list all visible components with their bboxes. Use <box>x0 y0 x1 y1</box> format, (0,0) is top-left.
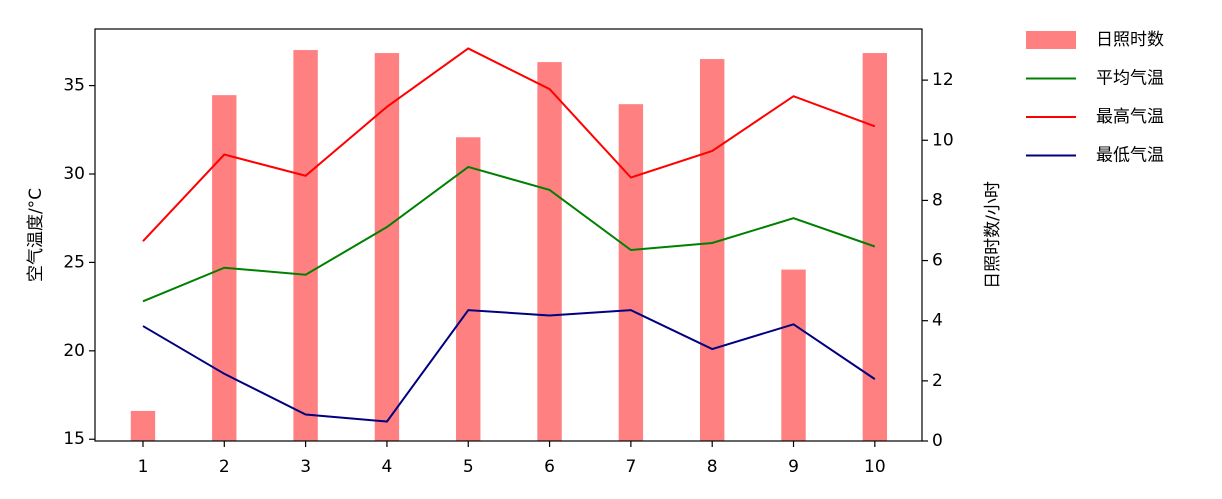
bar <box>374 53 400 441</box>
legend-label: 日照时数 <box>1096 30 1164 50</box>
y-tick-label: 20 <box>63 341 85 361</box>
y2-tick-label: 10 <box>932 130 954 150</box>
y-tick-label: 30 <box>63 164 85 184</box>
line-series <box>142 47 876 242</box>
y2-tick-label: 12 <box>932 70 954 90</box>
y2-tick-label: 8 <box>932 190 943 210</box>
x-tick-label: 2 <box>219 457 230 477</box>
bar <box>537 62 562 441</box>
bar <box>618 104 644 441</box>
bar <box>293 50 318 442</box>
bar <box>456 137 481 442</box>
y-axis-label: 空气温度/°C <box>26 188 46 282</box>
x-tick-label: 10 <box>864 457 886 477</box>
line-series <box>142 309 876 423</box>
y2-tick-label: 2 <box>932 371 943 391</box>
y2-tick-label: 6 <box>932 251 943 271</box>
x-tick-label: 7 <box>625 457 636 477</box>
y-tick-label: 35 <box>63 76 85 96</box>
y2-axis-label: 日照时数/小时 <box>983 181 1003 289</box>
legend-label: 最低气温 <box>1096 146 1164 166</box>
y2-tick-label: 0 <box>932 431 943 451</box>
x-tick-label: 8 <box>707 457 718 477</box>
plot-frame <box>94 28 923 442</box>
x-tick-label: 4 <box>382 457 393 477</box>
y-tick-label: 15 <box>63 429 85 449</box>
x-tick-label: 3 <box>300 457 311 477</box>
x-tick-label: 6 <box>544 457 555 477</box>
x-tick-label: 9 <box>788 457 799 477</box>
y-tick-label: 25 <box>63 252 85 272</box>
y2-tick-label: 4 <box>932 311 943 331</box>
bar <box>700 59 725 441</box>
legend-swatch <box>1026 31 1076 49</box>
line-series <box>142 165 876 303</box>
bar <box>781 269 806 441</box>
bar <box>130 410 156 441</box>
legend-label: 平均气温 <box>1096 69 1164 89</box>
legend-label: 最高气温 <box>1096 107 1164 127</box>
x-tick-label: 5 <box>463 457 474 477</box>
x-tick-label: 1 <box>138 457 149 477</box>
bar <box>862 53 888 441</box>
